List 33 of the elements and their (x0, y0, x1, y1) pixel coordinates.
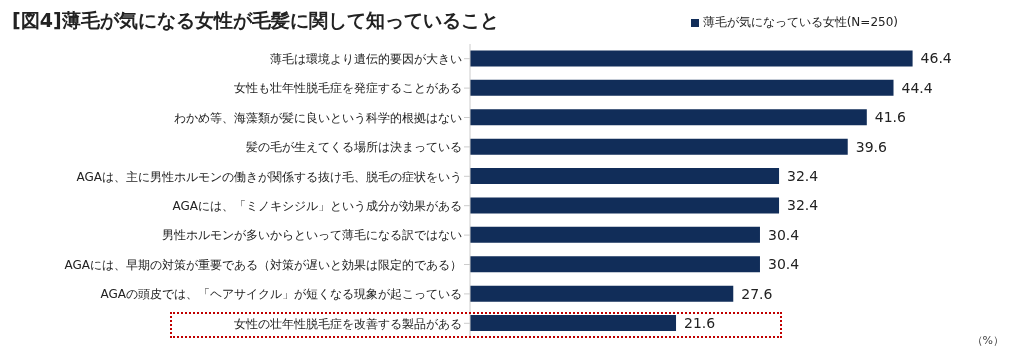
text: [図4]薄毛が気になる女性が毛髪に関して知っていること (12, 8, 499, 33)
y-tick-label: AGAは、主に男性ホルモンの働きが関係する抜け毛、脱毛の症状をいう (76, 169, 462, 184)
bar (470, 79, 894, 96)
data-label: 44.4 (901, 79, 933, 96)
data-label: 30.4 (767, 256, 800, 273)
data-label: 30.4 (767, 226, 800, 243)
y-tick-label: 女性の壮年性脱毛症を改善する製品がある (234, 316, 462, 331)
y-tick-label: 髪の毛が生えてくる場所は決まっている (246, 140, 462, 155)
bar (470, 109, 867, 126)
data-label: 46.4 (920, 50, 952, 67)
data-label: 39.6 (855, 138, 887, 155)
bar (470, 50, 913, 67)
y-tick-label: AGAには、早期の対策が重要である（対策が遅いと効果は限定的である） (64, 257, 462, 272)
bar (470, 315, 677, 332)
data-label: 27.6 (741, 285, 773, 302)
bar (470, 256, 760, 273)
data-label: 32.4 (787, 197, 819, 214)
text: （%） (971, 333, 1004, 348)
y-tick-label: わかめ等、海藻類が髪に良いという科学的根拠はない (174, 110, 462, 125)
bar (470, 138, 848, 155)
data-label: 21.6 (684, 315, 716, 332)
y-tick-label: AGAの頭皮では、「ヘアサイクル」が短くなる現象が起こっている (100, 287, 462, 302)
data-label: 41.6 (874, 109, 907, 126)
data-label: 32.4 (787, 168, 819, 185)
bar (470, 226, 760, 243)
bar (470, 168, 780, 185)
legend-label: 薄毛が気になっている女性(N=250) (702, 15, 898, 29)
y-tick-label: 薄毛は環境より遺伝的要因が大きい (270, 51, 462, 66)
y-tick-label: AGAには、「ミノキシジル」という成分が効果がある (172, 198, 462, 213)
y-tick-label: 男性ホルモンが多いからといって薄毛になる訳ではない (162, 228, 462, 243)
bar (470, 285, 734, 302)
bar (470, 197, 780, 214)
y-tick-label: 女性も壮年性脱毛症を発症することがある (234, 81, 462, 96)
